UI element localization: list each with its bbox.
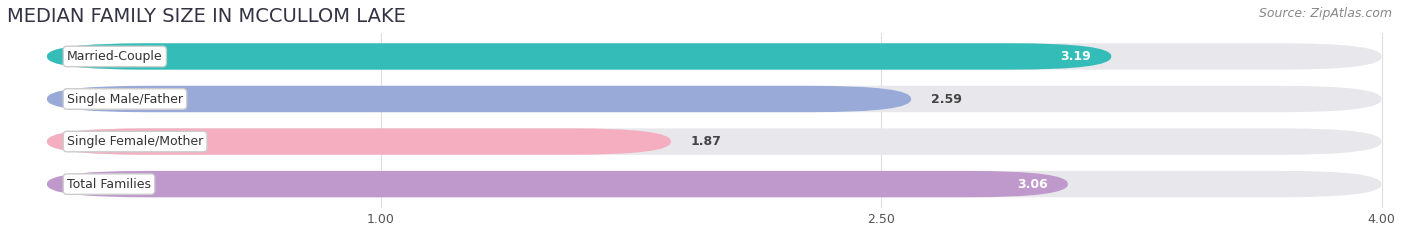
FancyBboxPatch shape bbox=[46, 171, 1069, 197]
FancyBboxPatch shape bbox=[46, 171, 1382, 197]
Text: Source: ZipAtlas.com: Source: ZipAtlas.com bbox=[1258, 7, 1392, 20]
Text: Single Male/Father: Single Male/Father bbox=[67, 93, 183, 106]
FancyBboxPatch shape bbox=[46, 128, 1382, 155]
FancyBboxPatch shape bbox=[46, 128, 671, 155]
FancyBboxPatch shape bbox=[46, 43, 1382, 70]
Text: 3.06: 3.06 bbox=[1017, 178, 1047, 191]
Text: 2.59: 2.59 bbox=[931, 93, 962, 106]
FancyBboxPatch shape bbox=[46, 86, 911, 112]
FancyBboxPatch shape bbox=[46, 43, 1111, 70]
Text: MEDIAN FAMILY SIZE IN MCCULLOM LAKE: MEDIAN FAMILY SIZE IN MCCULLOM LAKE bbox=[7, 7, 406, 26]
FancyBboxPatch shape bbox=[46, 86, 1382, 112]
Text: Total Families: Total Families bbox=[67, 178, 150, 191]
Text: Single Female/Mother: Single Female/Mother bbox=[67, 135, 204, 148]
Text: 3.19: 3.19 bbox=[1060, 50, 1091, 63]
Text: Married-Couple: Married-Couple bbox=[67, 50, 163, 63]
Text: 1.87: 1.87 bbox=[690, 135, 721, 148]
